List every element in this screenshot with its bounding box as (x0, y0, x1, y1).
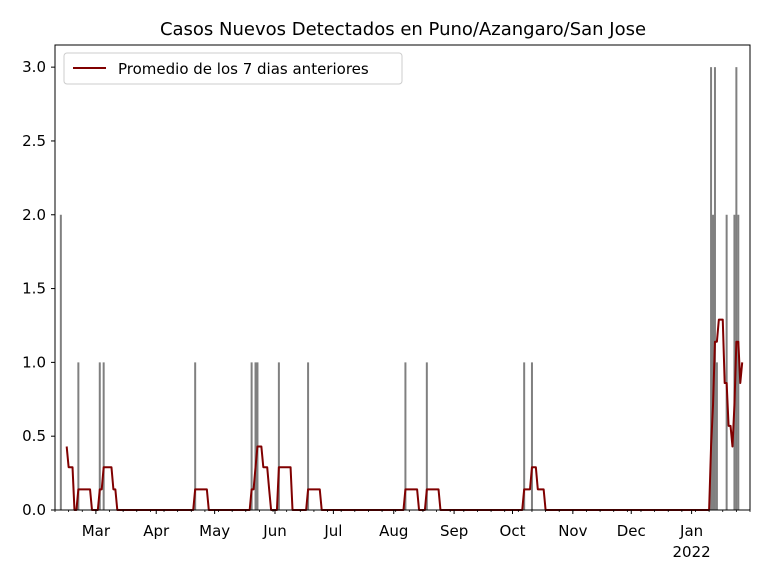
bar (404, 362, 407, 510)
bar (59, 214, 62, 510)
x-tick-year-label: 2022 (673, 543, 711, 561)
series-line (65, 318, 744, 511)
bar (530, 362, 533, 510)
bar (713, 67, 716, 510)
bar (77, 362, 80, 510)
y-tick-label: 2.0 (22, 206, 46, 224)
bar (307, 362, 310, 510)
line-layer (65, 318, 744, 511)
y-tick-label: 2.5 (22, 132, 46, 150)
bar (715, 362, 718, 510)
bar (523, 362, 526, 510)
legend-box (63, 52, 403, 85)
bars-layer (59, 67, 740, 510)
x-tick-label: Nov (558, 522, 587, 540)
y-tick-label: 1.5 (22, 280, 46, 298)
bar (256, 362, 259, 510)
legend-label: Promedio de los 7 dias anteriores (118, 60, 369, 78)
legend: Promedio de los 7 dias anteriores (63, 52, 403, 85)
bar (733, 214, 736, 510)
x-tick-label: Jul (323, 522, 342, 540)
bar (277, 362, 280, 510)
x-tick-label: Jan (679, 522, 703, 540)
bar (98, 362, 101, 510)
bar (254, 362, 257, 510)
bar (710, 67, 713, 510)
bar (735, 67, 738, 510)
x-tick-label: Oct (500, 522, 526, 540)
y-tick-label: 3.0 (22, 58, 46, 76)
x-tick-label: Sep (440, 522, 468, 540)
y-tick-label: 0.5 (22, 427, 46, 445)
chart-title: Casos Nuevos Detectados en Puno/Azangaro… (160, 19, 646, 40)
y-tick-label: 1.0 (22, 353, 46, 371)
bar (425, 362, 428, 510)
x-axis: Mar Apr May Jun Jul Aug Sep Oct Nov Dec Jan 2022 (54, 510, 751, 561)
bar (250, 362, 253, 510)
x-tick-label: Mar (82, 522, 111, 540)
y-axis: 0.0 0.5 1.0 1.5 2.0 2.5 3.0 (22, 58, 55, 519)
x-tick-label: Aug (379, 522, 408, 540)
bar (725, 214, 728, 510)
x-tick-label: Dec (617, 522, 646, 540)
y-tick-label: 0.0 (22, 501, 46, 519)
x-tick-label: Jun (262, 522, 286, 540)
bar (102, 362, 105, 510)
x-tick-label: Apr (143, 522, 170, 540)
x-tick-label: May (199, 522, 230, 540)
plot-area-frame (54, 44, 751, 511)
bar (194, 362, 197, 510)
bar (712, 214, 715, 510)
